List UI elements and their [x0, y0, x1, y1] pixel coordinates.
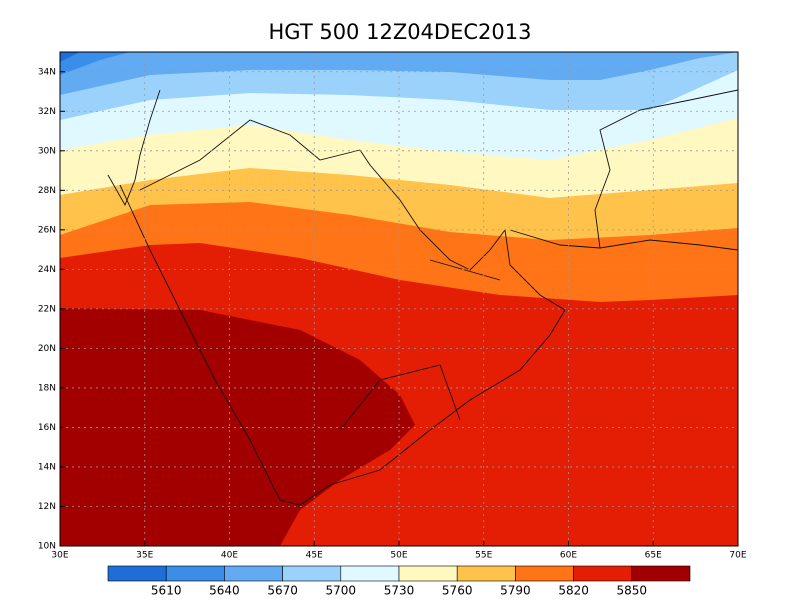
colorbar-label: 5730	[384, 584, 415, 598]
colorbar-label: 5850	[617, 584, 648, 598]
y-tick-label: 22N	[38, 304, 56, 314]
y-tick-label: 10N	[38, 542, 56, 552]
colorbar-swatch	[573, 565, 633, 582]
y-tick-label: 34N	[38, 67, 56, 77]
colorbar-label: 5760	[442, 584, 473, 598]
colorbar: 5610 5640 5670 5700 5730 5760 5790 5820 5850	[107, 565, 691, 598]
x-tick-label: 50E	[390, 551, 407, 561]
colorbar-swatch	[398, 565, 458, 582]
y-tick-label: 30N	[38, 146, 56, 156]
chart-title: HGT 500 12Z04DEC2013	[269, 20, 532, 44]
colorbar-swatch	[631, 565, 691, 582]
contour-band	[60, 52, 80, 62]
colorbar-swatch	[165, 565, 225, 582]
x-tick-label: 70E	[729, 551, 746, 561]
x-tick-label: 55E	[475, 551, 492, 561]
y-tick-label: 12N	[38, 502, 56, 512]
colorbar-label: 5820	[558, 584, 589, 598]
coastline	[119, 149, 566, 506]
colorbar-label: 5700	[326, 584, 357, 598]
colorbar-label: 5790	[500, 584, 531, 598]
axes: 30E 35E 40E 45E 50E 55E 60E 65E 70E 10N 12N 14N 16N 1…	[38, 67, 747, 560]
y-tick-label: 32N	[38, 107, 56, 117]
coastline	[107, 89, 161, 207]
x-tick-label: 30E	[51, 551, 68, 561]
y-tick-label: 20N	[38, 344, 56, 354]
colorbar-swatch	[456, 565, 516, 582]
x-tick-label: 65E	[645, 551, 662, 561]
x-tick-label: 35E	[136, 551, 153, 561]
colorbar-label: 5610	[151, 584, 182, 598]
y-tick-label: 14N	[38, 462, 56, 472]
y-tick-label: 26N	[38, 225, 56, 235]
border	[139, 119, 501, 431]
x-tick-label: 40E	[221, 551, 238, 561]
coastline	[509, 89, 739, 251]
colorbar-label: 5640	[209, 584, 240, 598]
colorbar-swatch	[107, 565, 167, 582]
x-tick-label: 60E	[560, 551, 577, 561]
colorbar-swatch	[515, 565, 574, 582]
colorbar-swatch	[282, 565, 342, 582]
coastlines	[107, 89, 739, 506]
y-tick-label: 24N	[38, 265, 56, 275]
y-tick-label: 28N	[38, 186, 56, 196]
colorbar-swatch	[340, 565, 400, 582]
y-tick-label: 16N	[38, 423, 56, 433]
x-tick-label: 45E	[306, 551, 323, 561]
contour-band	[60, 52, 738, 95]
contour-band	[60, 52, 130, 75]
y-tick-label: 18N	[38, 383, 56, 393]
colorbar-swatch	[224, 565, 283, 582]
colorbar-label: 5670	[267, 584, 298, 598]
